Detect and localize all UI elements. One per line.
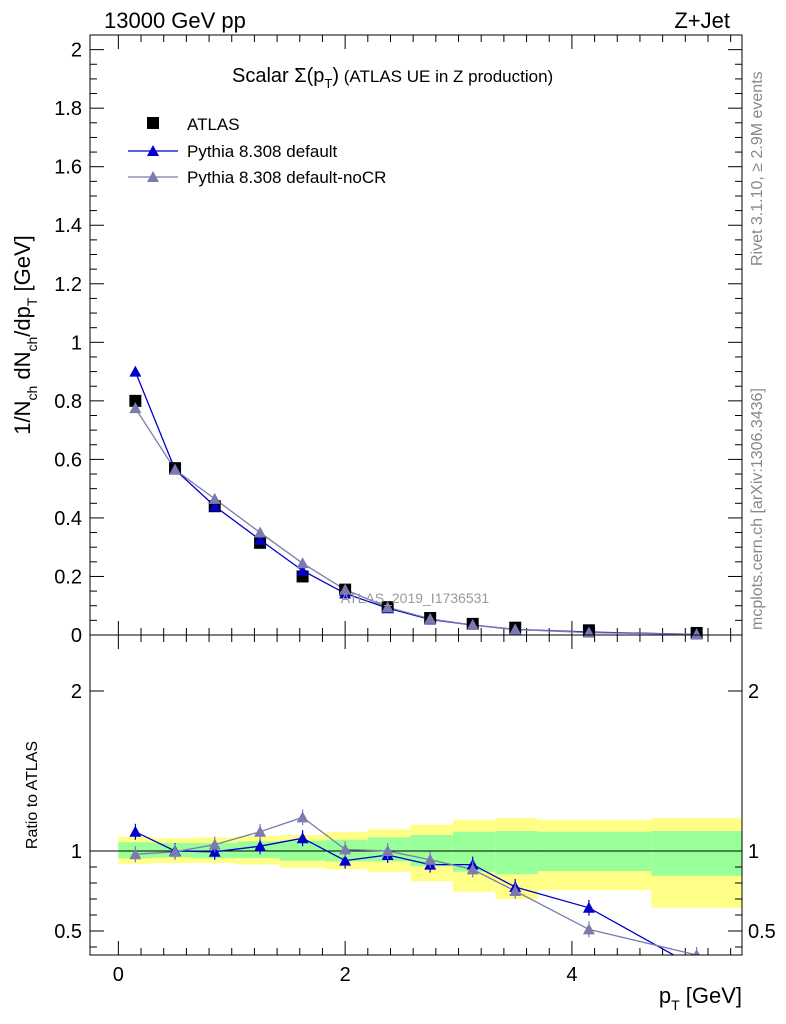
ratio-point-pythia-nocr	[693, 949, 700, 955]
data-point-pythia-nocr	[129, 402, 142, 414]
ratio-point-pythia-nocr	[339, 843, 352, 855]
main-ytick-label: 1.6	[54, 157, 82, 179]
header-process: Z+Jet	[674, 8, 730, 33]
ratio-xtick-label: 0	[113, 964, 124, 986]
series-line-pythia-nocr	[134, 407, 697, 635]
legend-marker-pythia-default	[147, 145, 159, 156]
analysis-watermark: ATLAS_2019_I1736531	[341, 590, 490, 606]
green-band-segment	[651, 831, 742, 876]
legend-entry-atlas: ATLAS	[147, 115, 240, 134]
data-point-pythia-default	[208, 500, 221, 512]
main-ytick-label: 0.6	[54, 449, 82, 471]
legend-entry-pythia-nocr: Pythia 8.308 default-noCR	[128, 168, 386, 187]
legend-label-pythia-nocr: Pythia 8.308 default-noCR	[187, 168, 386, 187]
main-plot-ticks	[90, 35, 742, 636]
legend-marker-pythia-nocr	[147, 171, 159, 182]
ratio-xtick-label: 4	[566, 964, 577, 986]
data-point-pythia-default	[129, 365, 142, 377]
ratio-point-pythia-nocr	[424, 853, 437, 865]
ratio-ytick-label-right: 1	[748, 841, 759, 863]
legend-label-atlas: ATLAS	[187, 115, 240, 134]
main-ytick-label: 0.2	[54, 566, 82, 588]
ratio-point-pythia-nocr	[254, 825, 267, 837]
mcplots-label: mcplots.cern.ch [arXiv:1306.3436]	[749, 388, 766, 630]
ratio-point-pythia-default	[339, 854, 352, 866]
ratio-point-pythia-nocr	[509, 885, 522, 896]
legend: ATLAS Pythia 8.308 default Pythia 8.308 …	[128, 115, 386, 187]
main-plot-ytick-labels: 0 0.2 0.4 0.6 0.8 1 1.2 1.4 1.6 1.8 2	[54, 40, 82, 647]
ratio-point-pythia-default	[254, 840, 267, 852]
ratio-ytick-label: 2	[71, 681, 82, 703]
ratio-plot-xtick-labels: 0 2 4	[113, 964, 578, 986]
main-ytick-label: 1.4	[54, 215, 82, 237]
data-point-pythia-default	[254, 533, 267, 545]
data-point-pythia-nocr	[296, 557, 309, 569]
main-ytick-label: 1.8	[54, 98, 82, 120]
legend-marker-atlas	[147, 117, 159, 129]
main-plot-panel: 0 0.2 0.4 0.6 0.8 1 1.2 1.4 1.6 1.8 2 Scalar Σ(pT)…	[10, 34, 743, 647]
data-point-pythia-nocr	[339, 583, 352, 595]
data-point-pythia-nocr	[208, 492, 221, 504]
data-point-pythia-nocr	[509, 623, 522, 635]
main-ytick-label: 1	[71, 332, 82, 354]
data-point-pythia-nocr	[466, 619, 479, 631]
ratio-point-pythia-nocr	[582, 923, 595, 935]
data-point-pythia-nocr	[169, 463, 182, 475]
main-ytick-label: 2	[71, 40, 82, 62]
ratio-point-pythia-nocr	[169, 845, 182, 857]
header-collision: 13000 GeV pp	[104, 8, 246, 33]
legend-label-pythia-default: Pythia 8.308 default	[187, 142, 338, 161]
ratio-point-pythia-nocr	[129, 848, 142, 860]
ratio-plot-series	[129, 809, 703, 973]
main-ytick-label: 0.8	[54, 391, 82, 413]
main-plot-series	[129, 365, 703, 640]
ratio-plot-frame	[89, 634, 743, 956]
rivet-label: Rivet 3.1.10, ≥ 2.9M events	[749, 71, 766, 266]
ratio-line-pythia-nocr	[135, 816, 697, 955]
ratio-plot-ylabel: Ratio to ATLAS	[24, 741, 41, 849]
ratio-point-pythia-nocr	[466, 863, 479, 875]
ratio-point-pythia-default	[296, 832, 309, 844]
green-band-segment	[495, 831, 538, 875]
ratio-ytick-label-right: 0.5	[748, 921, 776, 943]
data-point-pythia-nocr	[690, 628, 703, 640]
ratio-point-pythia-nocr	[296, 811, 309, 823]
ratio-plot-ytick-labels: 0.5 0.5 1 1 2 2	[54, 681, 776, 943]
legend-entry-pythia-default: Pythia 8.308 default	[128, 142, 338, 161]
ratio-ytick-label: 1	[71, 841, 82, 863]
ratio-plot-ticks	[90, 635, 742, 955]
ratio-point-pythia-default	[129, 825, 142, 837]
ratio-plot-xlabel: pT [GeV]	[659, 983, 742, 1013]
chart-title: Scalar Σ(pT) (ATLAS UE in Z production)	[232, 65, 553, 91]
main-ytick-label: 0	[71, 625, 82, 647]
ratio-line-pythia-default	[135, 831, 675, 955]
ratio-ytick-label: 0.5	[54, 921, 82, 943]
ratio-ytick-label-right: 2	[748, 681, 759, 703]
ratio-plot-panel: 0.5 0.5 1 1 2 2 0 2 4 Ratio to ATLAS pT [GeV]	[24, 634, 776, 1013]
data-point-pythia-default	[296, 564, 309, 576]
data-point-atlas	[129, 394, 142, 407]
main-plot-ylabel: 1/Nch dNch/dpT [GeV]	[10, 235, 40, 435]
ratio-xtick-label: 2	[340, 964, 351, 986]
ratio-point-pythia-default	[691, 962, 703, 973]
data-point-pythia-nocr	[254, 526, 267, 538]
data-point-pythia-nocr	[381, 601, 394, 613]
ratio-point-pythia-nocr	[381, 845, 394, 856]
main-ytick-label: 0.4	[54, 508, 82, 530]
data-point-pythia-nocr	[424, 612, 437, 624]
ratio-point-pythia-nocr	[208, 838, 221, 850]
main-ytick-label: 1.2	[54, 274, 82, 296]
ratio-point-pythia-default	[582, 901, 595, 913]
